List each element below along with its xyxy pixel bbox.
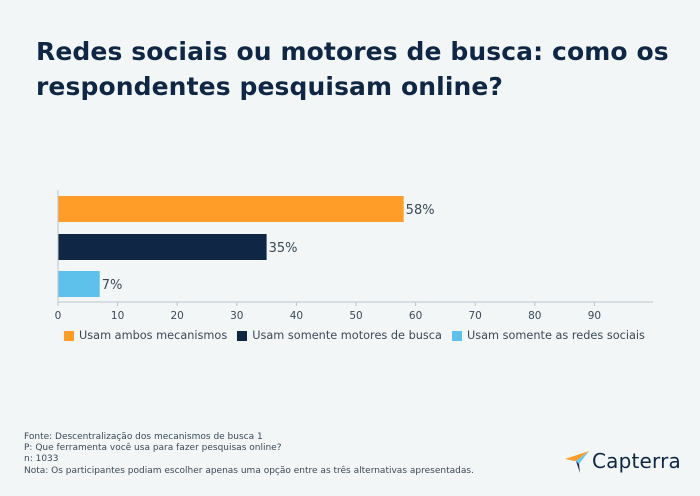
- legend-item-both: Usam ambos mecanismos: [64, 329, 227, 342]
- x-tick-label-50: 50: [349, 310, 362, 322]
- x-tick-label-40: 40: [290, 310, 303, 322]
- chart-legend: Usam ambos mecanismos Usam somente motor…: [64, 329, 655, 342]
- x-tick-label-90: 90: [588, 310, 601, 322]
- chart-title: Redes sociais ou motores de busca: como …: [36, 37, 669, 101]
- legend-label-search-engines: Usam somente motores de busca: [252, 329, 442, 342]
- capterra-logo: Capterra: [565, 449, 681, 473]
- legend-swatch-search-engines: [237, 330, 248, 341]
- capterra-arrow-icon: [565, 451, 589, 473]
- bar-0: [58, 196, 404, 222]
- bar-1: [58, 234, 267, 260]
- footnote-question: P: Que ferramenta você usa para fazer pe…: [24, 443, 282, 454]
- legend-label-both: Usam ambos mecanismos: [79, 329, 228, 342]
- legend-label-social-networks: Usam somente as redes sociais: [466, 329, 645, 342]
- capterra-wordmark: Capterra: [592, 449, 682, 473]
- legend-swatch-social-networks: [451, 330, 462, 341]
- chart-footnotes: Fonte: Descentralização dos mecanismos d…: [24, 432, 474, 477]
- footnote-source: Fonte: Descentralização dos mecanismos d…: [24, 432, 263, 442]
- x-tick-label-70: 70: [469, 310, 482, 322]
- legend-swatch-both: [64, 330, 74, 341]
- legend-item-social-networks: Usam somente as redes sociais: [451, 329, 645, 342]
- bar-value-label-1: 35%: [269, 241, 298, 256]
- x-tick-label-20: 20: [171, 310, 184, 322]
- bar-value-label-2: 7%: [102, 278, 123, 293]
- bar-2: [58, 271, 100, 297]
- legend-item-search-engines: Usam somente motores de busca: [237, 329, 442, 342]
- x-tick-label-60: 60: [409, 310, 422, 322]
- x-tick-label-10: 10: [111, 310, 124, 322]
- x-tick-label-0: 0: [55, 310, 62, 322]
- footnote-sample-size: n: 1033: [24, 454, 59, 465]
- bar-value-label-0: 58%: [406, 203, 435, 218]
- x-tick-label-30: 30: [230, 310, 243, 322]
- x-tick-label-80: 80: [528, 310, 541, 322]
- bar-chart: 58% 35% 7% 0 10 20 30 40 50 60 70 80 90: [55, 190, 653, 322]
- footnote-note: Nota: Os participantes podiam escolher a…: [24, 465, 474, 476]
